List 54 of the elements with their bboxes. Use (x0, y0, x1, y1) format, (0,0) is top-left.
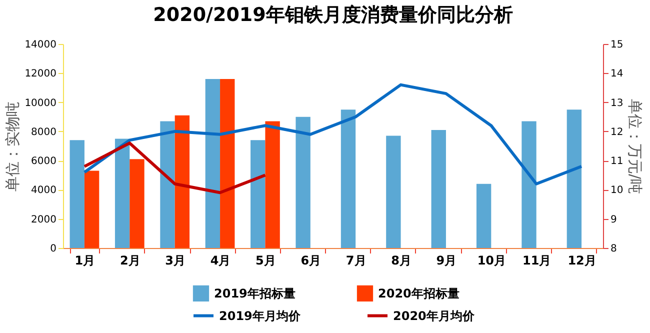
bar (386, 136, 401, 248)
x-tick-label: 1月 (74, 254, 96, 268)
y2-tick-label: 15 (610, 40, 624, 50)
x-tick-label: 10月 (477, 254, 506, 268)
bar (296, 116, 310, 248)
bar (250, 140, 266, 248)
y-tick-label: 12000 (24, 68, 56, 80)
y-tick-label: 6000 (31, 156, 56, 168)
bar (265, 121, 280, 248)
x-tick-label: 4月 (210, 254, 231, 268)
y2-tick-label: 13 (610, 98, 624, 109)
chart-title: 2020/2019年钼铁月度消费量价同比分析 (153, 4, 513, 26)
x-tick-label: 7月 (346, 254, 366, 268)
bar (114, 138, 130, 248)
y2-tick-label: 8 (610, 244, 617, 254)
x-tick-label: 5月 (256, 254, 276, 268)
y2-tick-label: 11 (610, 156, 624, 168)
y-tick-label: 0 (50, 244, 56, 254)
x-tick-label: 11月 (522, 254, 552, 268)
bar (174, 115, 190, 248)
x-tick-label: 9月 (436, 254, 457, 268)
bar (84, 170, 100, 248)
bar (205, 78, 220, 248)
x-tick-label: 12月 (568, 254, 596, 268)
y2-tick-label: 9 (610, 214, 617, 226)
bar (220, 78, 235, 248)
y-tick-label: 14000 (24, 40, 56, 50)
x-tick-label: 2月 (120, 254, 140, 268)
legend-label: 2019年月均价 (219, 308, 302, 323)
bar (130, 159, 144, 248)
legend-label: 2020年月均价 (393, 308, 476, 323)
bar (431, 130, 446, 248)
legend-label: 2019年招标量 (214, 286, 296, 300)
y-tick-label: 2000 (31, 214, 56, 226)
y2-axis-title: 单位：万元/吨 (626, 98, 644, 194)
y-axis-title: 单位：实物吨 (4, 102, 22, 192)
y2-tick-label: 12 (610, 126, 624, 138)
line-series (82, 83, 584, 186)
bar (476, 184, 492, 248)
bar (70, 140, 84, 248)
bar (340, 110, 356, 248)
x-tick-label: 3月 (165, 254, 186, 268)
line-series (82, 142, 267, 194)
legend-label: 2020年招标量 (378, 286, 460, 300)
x-tick-label: 6月 (300, 254, 322, 268)
x-tick-label: 8月 (391, 254, 412, 268)
y-tick-label: 8000 (31, 126, 56, 138)
y-tick-label: 4000 (31, 185, 56, 196)
bar (160, 121, 175, 248)
bar (566, 110, 582, 248)
y-tick-label: 10000 (24, 98, 56, 109)
y2-tick-label: 14 (610, 68, 624, 80)
bar (522, 121, 536, 248)
y2-tick-label: 10 (610, 185, 624, 196)
